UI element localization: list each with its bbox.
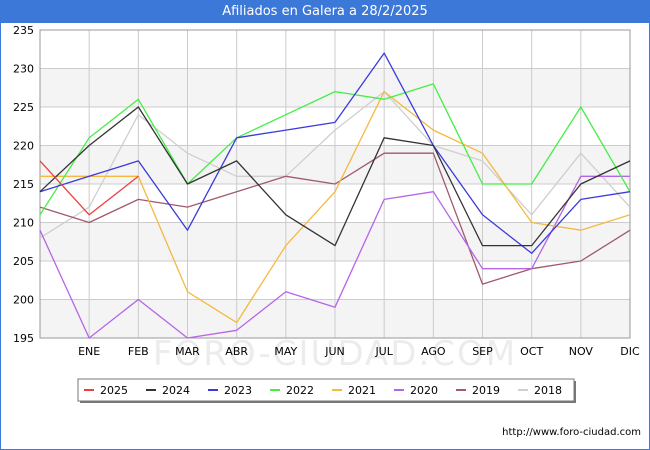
legend-label-2022: 2022 xyxy=(286,384,314,397)
legend-label-2023: 2023 xyxy=(224,384,252,397)
y-tick-label: 215 xyxy=(13,178,34,191)
legend-label-2025: 2025 xyxy=(100,384,128,397)
plot-border xyxy=(39,29,631,339)
y-tick-label: 220 xyxy=(13,140,34,153)
legend-label-2019: 2019 xyxy=(472,384,500,397)
axes: 195 200 205 210 215 220 225 230 235 ENE FEB MAR ABR M… xyxy=(13,24,640,358)
legend-box xyxy=(77,378,575,402)
series-lines xyxy=(39,52,631,339)
y-tick-label: 195 xyxy=(13,332,34,345)
series-line-2023 xyxy=(39,52,631,254)
y-tick-label: 235 xyxy=(13,24,34,37)
y-tick-label: 205 xyxy=(13,255,34,268)
x-tick-label: NOV xyxy=(569,345,594,358)
legend-label-2020: 2020 xyxy=(410,384,438,397)
series-line-2022 xyxy=(39,83,631,216)
x-tick-label: FEB xyxy=(128,345,149,358)
series-line-2018 xyxy=(39,90,631,239)
y-tick-label: 230 xyxy=(13,63,34,76)
legend: 2025 2024 2023 2022 2021 2020 2019 2018 xyxy=(77,378,576,403)
y-tick-label: 200 xyxy=(13,294,34,307)
x-tick-label: ABR xyxy=(225,345,248,358)
y-tick-label: 225 xyxy=(13,101,34,114)
x-tick-label: SEP xyxy=(472,345,493,358)
x-tick-label: OCT xyxy=(520,345,543,358)
x-tick-label: ENE xyxy=(78,345,100,358)
x-tick-label: MAR xyxy=(175,345,200,358)
x-tick-label: JUL xyxy=(374,345,393,358)
x-tick-label: MAY xyxy=(274,345,297,358)
watermark: FORO-CIUDAD.COM xyxy=(153,334,517,374)
series-line-2025 xyxy=(39,160,139,216)
x-tick-label: JUN xyxy=(324,345,345,358)
chart-title: Afiliados en Galera a 28/2/2025 xyxy=(1,1,649,23)
source-url: http://www.foro-ciudad.com xyxy=(502,427,641,438)
series-line-2024 xyxy=(39,106,631,247)
legend-label-2021: 2021 xyxy=(348,384,376,397)
x-tick-label: DIC xyxy=(620,345,640,358)
series-line-2020 xyxy=(39,175,630,339)
legend-label-2024: 2024 xyxy=(162,384,190,397)
legend-label-2018: 2018 xyxy=(534,384,562,397)
y-tick-label: 210 xyxy=(13,217,34,230)
x-tick-label: AGO xyxy=(421,345,446,358)
